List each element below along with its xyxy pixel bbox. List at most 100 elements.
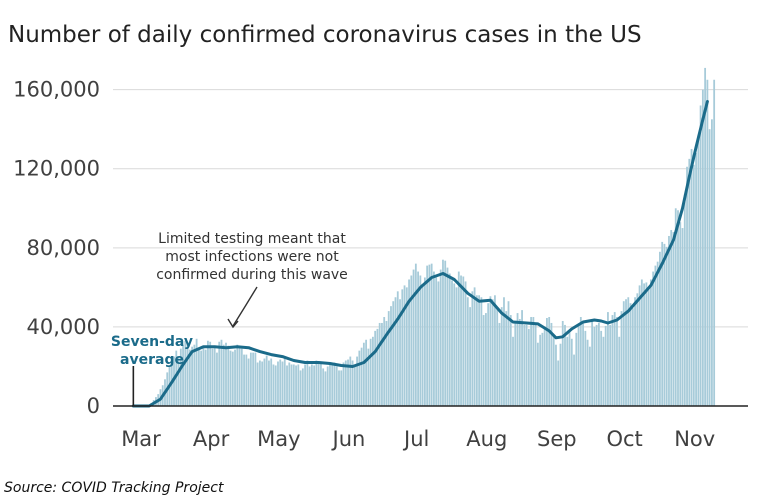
bar — [308, 366, 311, 406]
bar — [351, 360, 354, 406]
bar — [713, 79, 716, 407]
bar — [690, 148, 693, 406]
bar — [478, 295, 481, 406]
bar — [695, 152, 697, 406]
bar — [451, 280, 453, 406]
bar — [444, 260, 447, 406]
bar — [638, 285, 641, 406]
x-tick-label: Mar — [121, 427, 161, 451]
bar — [295, 365, 297, 406]
bar — [679, 222, 682, 406]
bar — [245, 354, 248, 406]
bar — [503, 297, 505, 406]
bar — [252, 352, 255, 406]
bar — [482, 315, 485, 406]
bar — [455, 287, 458, 406]
y-tick-label: 40,000 — [27, 315, 100, 339]
bar — [575, 332, 578, 406]
bar — [627, 297, 630, 406]
bar — [588, 346, 591, 406]
bar — [557, 360, 560, 406]
chart-title: Number of daily confirmed coronavirus ca… — [8, 22, 642, 48]
bar — [333, 362, 336, 406]
bar — [188, 349, 191, 406]
bar — [636, 293, 639, 406]
bar — [211, 348, 214, 406]
bar — [381, 322, 383, 406]
bar — [369, 338, 372, 406]
bar — [487, 303, 490, 406]
y-axis-ticks: 0 40,000 80,000 120,000 160,000 — [13, 78, 100, 418]
bar — [204, 349, 207, 406]
bar — [240, 348, 243, 406]
bar — [460, 275, 462, 406]
annotations: Limited testing meant that most infection… — [111, 231, 348, 406]
bar — [688, 158, 691, 406]
bar — [686, 166, 688, 406]
bar — [401, 289, 404, 406]
bar — [358, 350, 361, 406]
bar — [412, 269, 415, 406]
bar — [218, 341, 221, 406]
bar — [598, 322, 600, 406]
bar — [525, 324, 528, 406]
bar — [591, 320, 594, 406]
bar — [573, 354, 575, 406]
bar — [656, 261, 659, 406]
bar — [320, 362, 322, 406]
bar — [518, 319, 521, 406]
bar — [326, 366, 329, 406]
bar — [405, 287, 408, 406]
bar — [670, 230, 673, 406]
bar — [256, 362, 259, 406]
bar — [426, 265, 429, 406]
bar — [414, 263, 417, 406]
bar — [602, 336, 605, 406]
bar — [462, 276, 465, 406]
bar — [616, 317, 618, 406]
bar — [471, 291, 474, 406]
x-tick-label: Nov — [674, 427, 715, 451]
bar — [674, 208, 677, 406]
series-label: Seven-day — [111, 334, 193, 350]
bar — [347, 359, 349, 406]
bar — [546, 318, 548, 406]
bar — [179, 348, 182, 406]
bar — [652, 271, 655, 406]
bar — [437, 281, 440, 406]
bar — [595, 324, 598, 406]
bar — [618, 336, 621, 406]
bar — [403, 285, 406, 406]
bar — [310, 364, 313, 406]
bar — [182, 344, 184, 406]
bar — [609, 324, 612, 406]
bar — [209, 341, 212, 406]
bar — [349, 356, 352, 406]
series-label: average — [120, 352, 184, 368]
bar — [428, 264, 431, 406]
bar — [301, 368, 304, 406]
bar — [661, 241, 664, 406]
bar — [394, 297, 397, 406]
bar — [417, 271, 419, 406]
bar — [498, 322, 501, 406]
bar — [304, 364, 306, 406]
x-axis-ticks: Mar Apr May Jun Jul Aug Sep Oct Nov — [121, 427, 715, 451]
bar — [207, 340, 209, 406]
bar — [227, 345, 230, 406]
bar — [559, 343, 562, 406]
x-tick-label: Jun — [331, 427, 366, 451]
x-tick-label: Sep — [537, 427, 577, 451]
bar — [216, 352, 218, 406]
bar — [514, 321, 517, 406]
bar — [175, 350, 178, 406]
bar — [668, 235, 670, 406]
annotation-text: Limited testing meant that — [158, 231, 346, 247]
bar — [331, 363, 334, 406]
bar — [681, 228, 684, 406]
bar — [390, 306, 392, 406]
bar — [665, 246, 668, 406]
bar — [692, 164, 695, 406]
bar — [634, 297, 636, 406]
seven-day-average-line — [131, 100, 709, 408]
